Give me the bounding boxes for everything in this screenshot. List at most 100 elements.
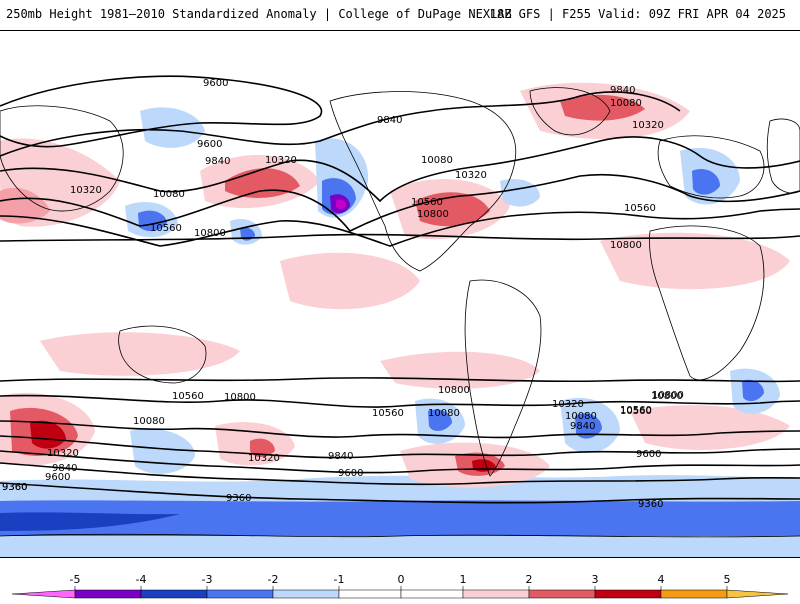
contour-9600-nh xyxy=(0,75,323,148)
antarctic-core-negative xyxy=(0,512,180,531)
africa-positive xyxy=(600,232,790,290)
contour-label: 9600 xyxy=(203,78,228,89)
contour-label: 10320 xyxy=(248,453,280,464)
map-canvas: 9600 9840 10080 10320 9600 9840 10320 10… xyxy=(0,31,800,557)
contour-label: 9360 xyxy=(2,482,27,493)
asia-east-outline xyxy=(766,118,800,194)
coastlines xyxy=(0,87,800,538)
contour-label: 10080 xyxy=(610,98,642,109)
atlantic-positive-core xyxy=(560,94,645,121)
antarctic-strong-negative xyxy=(0,500,800,536)
contour-label: 10080 xyxy=(565,411,597,422)
north-america-outline xyxy=(329,91,517,272)
antarctica-outline xyxy=(0,533,800,538)
contour-label: 10080 xyxy=(153,189,185,200)
contour-label: 10800 xyxy=(438,385,470,396)
colorbar-tip-left xyxy=(11,589,76,599)
contour-label: 10320 xyxy=(47,448,79,459)
contour-label: 10560 xyxy=(620,406,652,417)
contour-label: 10560 xyxy=(150,223,182,234)
contour-label: 10800 xyxy=(651,391,683,402)
contour-label: 9360 xyxy=(226,493,251,504)
atlantic-negative xyxy=(500,178,540,207)
model-run-info: 18Z GFS | F255 Valid: 09Z FRI APR 04 202… xyxy=(489,7,786,21)
contour-label: 10800 xyxy=(194,228,226,239)
colorbar-seg-pos2 xyxy=(462,589,530,599)
sh-negative-2-core xyxy=(575,413,602,439)
nh-negative-1 xyxy=(140,107,205,148)
contour-10080-nh xyxy=(0,136,800,203)
africa-outline xyxy=(649,225,765,381)
asia-outline xyxy=(0,105,124,212)
colorbar-tick-label: 1 xyxy=(460,573,467,586)
contour-label: 10320 xyxy=(455,170,487,181)
contour-label: 9840 xyxy=(377,115,402,126)
colorbar-tick-label: -5 xyxy=(70,573,81,586)
sh-negative-1-core xyxy=(428,409,452,431)
colorbar-tick-label: -1 xyxy=(334,573,345,586)
contour-label: 9600 xyxy=(636,449,661,460)
contour-label: 10320 xyxy=(70,185,102,196)
contour-10560-nh xyxy=(0,208,800,247)
europe-negative-core xyxy=(692,168,720,195)
colorbar-seg-neg2 xyxy=(272,589,340,599)
contour-label: 9840 xyxy=(52,463,77,474)
colorbar-ticks xyxy=(74,586,728,590)
contour-label: 9360 xyxy=(638,499,663,510)
colorbar-tick-label: -2 xyxy=(268,573,279,586)
contour-label: 10320 xyxy=(552,399,584,410)
contour-label: 9840 xyxy=(570,421,595,432)
colorbar-seg-pos1 xyxy=(400,589,464,599)
contour-9360-sh xyxy=(0,482,800,504)
contour-label: 10320 xyxy=(265,155,297,166)
contour-label-layer: 9600 9840 10080 10320 9600 9840 10320 10… xyxy=(2,78,684,510)
colorbar-tick-label: -3 xyxy=(202,573,213,586)
contour-10800-nh xyxy=(0,233,800,242)
contour-label: 9840 xyxy=(328,451,353,462)
contour-9840-sh xyxy=(0,450,800,474)
contour-label: 10560 xyxy=(624,203,656,214)
contour-label: 9600 xyxy=(338,468,363,479)
colorbar-seg-neg4 xyxy=(140,589,208,599)
colorbar-seg-pos3 xyxy=(528,589,596,599)
colorbar: -5 -4 -3 -2 -1 0 1 2 3 4 5 xyxy=(0,560,800,600)
anomaly-map: 9600 9840 10080 10320 9600 9840 10320 10… xyxy=(0,30,800,558)
contour-label: 10560 xyxy=(411,197,443,208)
contour-label: 9840 xyxy=(610,85,635,96)
contour-label: 10800 xyxy=(610,240,642,251)
contour-label: 9840 xyxy=(205,156,230,167)
colorbar-tick-label: 5 xyxy=(724,573,731,586)
colorbar-segments xyxy=(11,589,789,599)
contour-10080-sh xyxy=(0,435,800,459)
colorbar-tick-label: -4 xyxy=(136,573,147,586)
colorbar-seg-neg3 xyxy=(206,589,274,599)
contour-label: 10800 xyxy=(417,209,449,220)
colorbar-seg-neg1 xyxy=(338,589,402,599)
contour-9840-nh xyxy=(0,91,681,157)
contour-label: 9600 xyxy=(45,472,70,483)
colorbar-seg-pos4 xyxy=(594,589,662,599)
nh-positive-west-core xyxy=(0,187,50,224)
south-america-outline xyxy=(464,279,542,477)
colorbar-labels: -5 -4 -3 -2 -1 0 1 2 3 4 5 xyxy=(70,573,731,586)
sh-positive-west-core xyxy=(30,420,66,449)
contour-label: 9600 xyxy=(197,139,222,150)
contour-label: 10080 xyxy=(421,155,453,166)
tropical-positive-2 xyxy=(40,332,240,376)
header-bar: 250mb Height 1981–2010 Standardized Anom… xyxy=(0,0,800,30)
contour-label: 10320 xyxy=(632,120,664,131)
greenland-outline xyxy=(529,87,611,136)
colorbar-seg-pos5 xyxy=(660,589,728,599)
colorbar-svg: -5 -4 -3 -2 -1 0 1 2 3 4 5 xyxy=(11,573,789,599)
contour-10320-sh xyxy=(0,420,800,439)
colorbar-tick-label: 3 xyxy=(592,573,599,586)
contour-label: 10560 xyxy=(172,391,204,402)
map-title: 250mb Height 1981–2010 Standardized Anom… xyxy=(6,7,512,21)
sh-negative-3-core xyxy=(742,379,764,402)
contour-10800-sh xyxy=(0,377,800,383)
sh-positive-4 xyxy=(630,405,790,450)
sh-positive-2-core xyxy=(250,438,275,457)
height-contours xyxy=(0,75,800,504)
australia-outline xyxy=(118,325,207,384)
contour-9600-sh xyxy=(0,462,800,486)
